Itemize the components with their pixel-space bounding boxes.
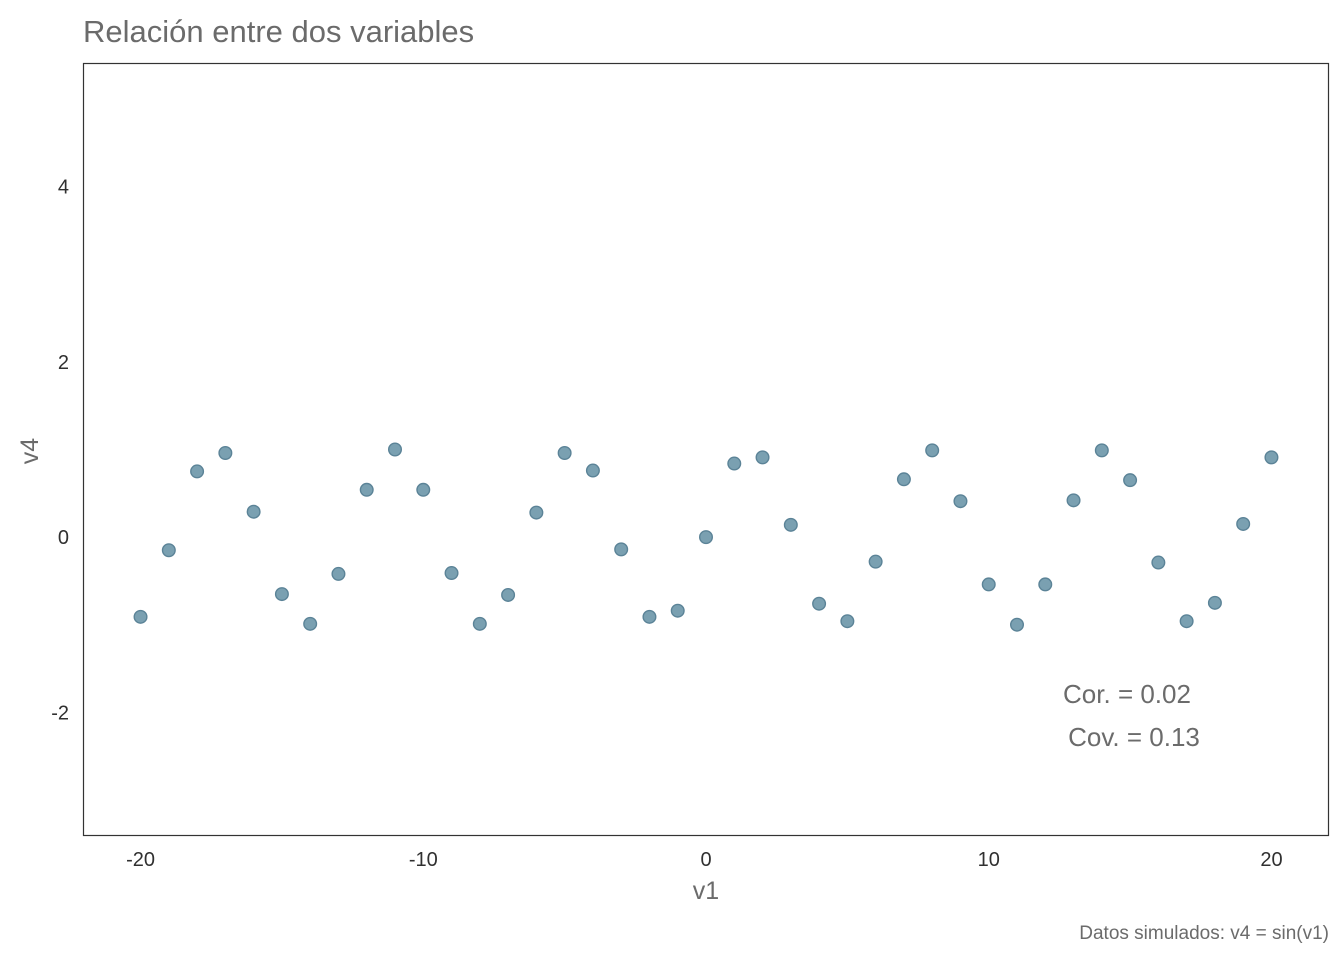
data-point xyxy=(1264,450,1279,465)
data-point xyxy=(1066,493,1081,508)
data-point xyxy=(755,450,770,465)
x-tick-label: 10 xyxy=(978,849,1000,871)
plot-panel xyxy=(82,62,1330,837)
data-point xyxy=(529,505,544,520)
data-point xyxy=(274,587,289,602)
data-point xyxy=(896,472,911,487)
data-point xyxy=(812,596,827,611)
chart-title: Relación entre dos variables xyxy=(83,14,474,49)
data-point xyxy=(190,464,205,479)
data-point xyxy=(1010,617,1025,632)
data-point xyxy=(388,442,403,457)
data-point xyxy=(727,456,742,471)
data-point xyxy=(642,609,657,624)
x-axis-label: v1 xyxy=(693,877,719,905)
x-tick-label: -10 xyxy=(409,849,438,871)
data-point xyxy=(953,494,968,509)
covariance-annotation: Cov. = 0.13 xyxy=(1068,722,1200,752)
data-point xyxy=(614,542,629,557)
x-axis: -20 -10 0 10 20 xyxy=(126,849,1282,871)
x-tick-label: 0 xyxy=(700,849,711,871)
data-point xyxy=(783,517,798,532)
correlation-annotation: Cor. = 0.02 xyxy=(1063,679,1191,709)
data-point xyxy=(925,443,940,458)
y-tick-label: 4 xyxy=(58,177,69,199)
y-tick-label: 0 xyxy=(58,527,69,549)
y-axis: -2 0 2 4 xyxy=(51,177,69,725)
data-point xyxy=(1094,443,1109,458)
y-axis-label: v4 xyxy=(16,438,44,465)
data-point xyxy=(1236,516,1251,531)
data-point xyxy=(557,446,572,461)
y-tick-label: 2 xyxy=(58,352,69,374)
data-point xyxy=(670,603,685,618)
data-point xyxy=(981,577,996,592)
data-point xyxy=(868,554,883,569)
data-point xyxy=(444,566,459,581)
data-point xyxy=(1179,614,1194,629)
data-point xyxy=(840,614,855,629)
data-point xyxy=(1151,555,1166,570)
data-point xyxy=(699,530,714,545)
x-tick-label: 20 xyxy=(1260,849,1282,871)
data-point xyxy=(1038,577,1053,592)
data-point xyxy=(218,446,233,461)
y-tick-label: -2 xyxy=(51,702,69,724)
data-point xyxy=(303,616,318,631)
data-point xyxy=(501,587,516,602)
data-point xyxy=(1123,473,1138,488)
data-point xyxy=(133,609,148,624)
data-point xyxy=(1207,595,1222,610)
data-point xyxy=(585,463,600,478)
x-tick-label: -20 xyxy=(126,849,155,871)
data-point xyxy=(161,543,176,558)
data-points xyxy=(133,442,1279,632)
chart-caption: Datos simulados: v4 = sin(v1) xyxy=(1079,923,1329,944)
data-point xyxy=(359,482,374,497)
data-point xyxy=(331,566,346,581)
data-point xyxy=(416,482,431,497)
data-point xyxy=(246,504,261,519)
data-point xyxy=(472,616,487,631)
